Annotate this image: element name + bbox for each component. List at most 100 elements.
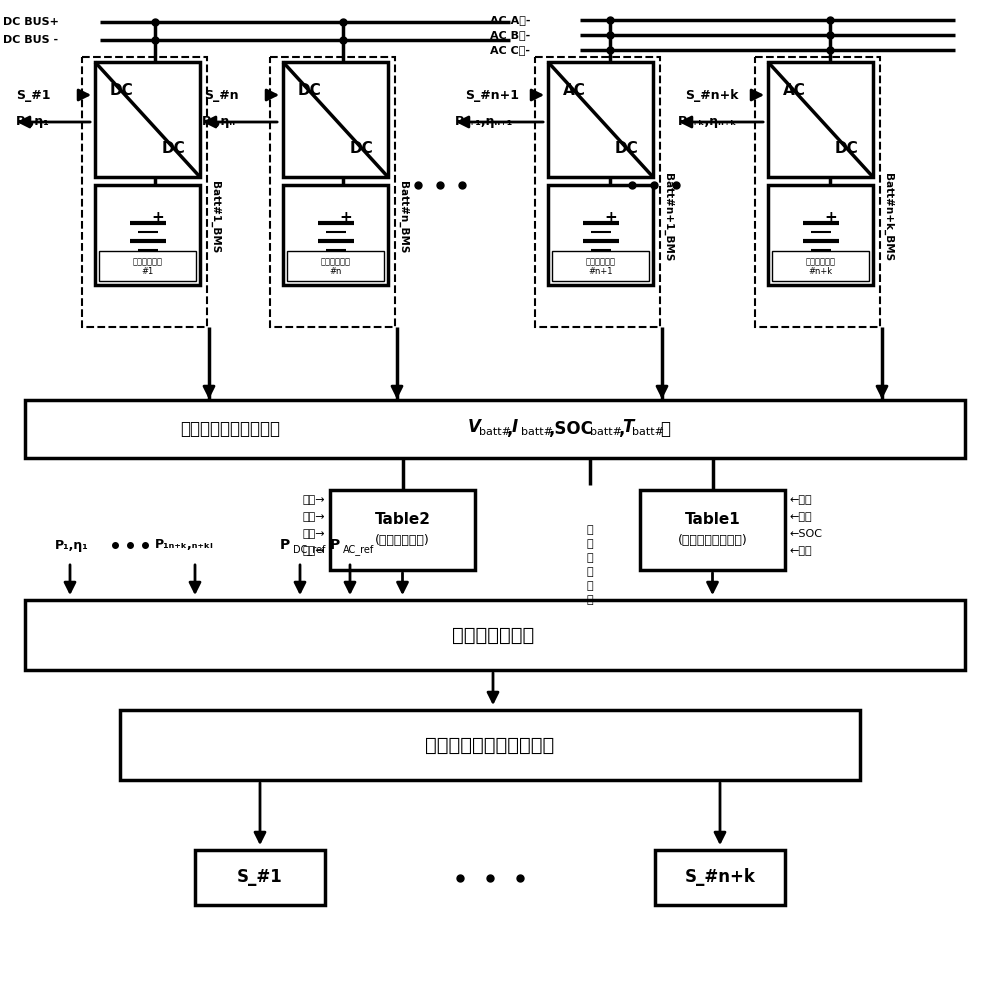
Bar (534, 57, 660, 327)
Bar (82, 57, 207, 327)
Text: #n: #n (329, 267, 341, 276)
Text: +: + (603, 210, 616, 225)
Text: +: + (823, 210, 836, 225)
Text: DC: DC (109, 83, 133, 98)
Text: S_#n+k: S_#n+k (684, 89, 738, 102)
Text: Table1: Table1 (684, 512, 740, 528)
Text: AC: AC (562, 83, 585, 98)
Bar (767, 185, 872, 285)
Bar (754, 57, 880, 327)
Text: 储能功率模块: 储能功率模块 (805, 257, 835, 266)
Text: 储能功率模块: 储能功率模块 (585, 257, 615, 266)
Text: P₁,η₁: P₁,η₁ (16, 115, 49, 128)
Text: 电流→: 电流→ (302, 512, 324, 522)
Text: Batt#n+k_BMS: Batt#n+k_BMS (881, 173, 892, 261)
Text: Pₙ₊ₖ,ηₙ₊ₖ: Pₙ₊ₖ,ηₙ₊ₖ (677, 115, 737, 128)
Text: 池: 池 (586, 539, 593, 549)
Bar (99, 251, 196, 281)
Text: DC BUS+: DC BUS+ (3, 17, 59, 27)
Text: AC_ref: AC_ref (343, 545, 374, 555)
Text: AC: AC (782, 83, 805, 98)
Text: Batt#n_BMS: Batt#n_BMS (397, 181, 408, 253)
Bar (771, 251, 868, 281)
Text: S_#1: S_#1 (237, 868, 283, 886)
Bar (655, 850, 784, 905)
Text: P₁,η₁: P₁,η₁ (55, 538, 89, 552)
Text: 功率→: 功率→ (302, 529, 324, 539)
Bar (547, 62, 653, 177)
Bar (195, 850, 324, 905)
Text: 实: 实 (586, 553, 593, 563)
Text: 相位→: 相位→ (302, 546, 324, 556)
Text: DC: DC (349, 141, 374, 156)
Bar (95, 185, 200, 285)
Text: DC BUS -: DC BUS - (3, 35, 58, 45)
Text: Batt#1_BMS: Batt#1_BMS (210, 181, 220, 253)
Text: Pₙ₊₁,ηₙ₊₁: Pₙ₊₁,ηₙ₊₁ (455, 115, 513, 128)
Text: 电池组单元状态评估（: 电池组单元状态评估（ (179, 420, 280, 438)
Text: ,: , (617, 420, 624, 438)
Text: P₁ₙ₊ₖ,ₙ₊ₖₗ: P₁ₙ₊ₖ,ₙ₊ₖₗ (155, 538, 214, 552)
Bar (287, 251, 384, 281)
Text: DC_ref: DC_ref (293, 545, 325, 555)
Text: AC A相-: AC A相- (489, 15, 529, 25)
Text: DC: DC (162, 141, 185, 156)
Text: DC: DC (614, 141, 638, 156)
Text: 电压→: 电压→ (302, 495, 324, 505)
Text: 变流器开关器件状态控制: 变流器开关器件状态控制 (425, 736, 554, 754)
Text: S_#1: S_#1 (16, 89, 50, 102)
Text: #n+k: #n+k (808, 267, 832, 276)
Bar (95, 62, 200, 177)
Bar (270, 57, 394, 327)
Text: ←电流: ←电流 (789, 512, 811, 522)
Bar (283, 185, 387, 285)
Text: 时: 时 (586, 567, 593, 577)
Text: batt#: batt# (590, 427, 621, 437)
Text: S_#n: S_#n (204, 89, 239, 102)
Text: Pₙ,ηₙ: Pₙ,ηₙ (202, 115, 236, 128)
Text: P: P (329, 538, 340, 552)
Bar (25, 600, 964, 670)
Text: (变流器给定值): (变流器给定值) (375, 534, 430, 546)
Text: Table2: Table2 (374, 512, 430, 528)
Text: Batt#n+1_BMS: Batt#n+1_BMS (663, 173, 672, 261)
Text: ,SOC: ,SOC (547, 420, 593, 438)
Text: DC: DC (834, 141, 858, 156)
Text: S_#n+1: S_#n+1 (464, 89, 519, 102)
Bar (767, 62, 872, 177)
Text: ←温度: ←温度 (789, 546, 811, 556)
Bar (547, 185, 653, 285)
Text: ←电压: ←电压 (789, 495, 811, 505)
Text: 状: 状 (586, 581, 593, 591)
Bar (551, 251, 649, 281)
Text: S_#n+k: S_#n+k (684, 868, 754, 886)
Text: I: I (512, 418, 518, 436)
Bar (25, 400, 964, 458)
Text: batt#: batt# (631, 427, 664, 437)
Text: batt#: batt# (521, 427, 552, 437)
Bar (283, 62, 387, 177)
Text: T: T (621, 418, 633, 436)
Text: +: + (151, 210, 164, 225)
Text: 双目标控制策略: 双目标控制策略 (452, 626, 533, 645)
Text: #n+1: #n+1 (588, 267, 612, 276)
Text: ）: ） (660, 420, 669, 438)
Text: 电: 电 (586, 525, 593, 535)
Text: DC: DC (297, 83, 320, 98)
Text: #1: #1 (141, 267, 154, 276)
Text: batt#: batt# (478, 427, 511, 437)
Bar (120, 710, 859, 780)
Text: (电池工作限制条件): (电池工作限制条件) (677, 534, 746, 546)
Text: 态: 态 (586, 595, 593, 605)
Text: P: P (280, 538, 290, 552)
Text: 储能功率模块: 储能功率模块 (132, 257, 163, 266)
Bar (329, 490, 474, 570)
Text: V: V (467, 418, 480, 436)
Text: AC B相-: AC B相- (489, 30, 529, 40)
Text: ,: , (506, 420, 512, 438)
Text: AC C相-: AC C相- (489, 45, 529, 55)
Text: +: + (339, 210, 352, 225)
Text: 储能功率模块: 储能功率模块 (320, 257, 350, 266)
Text: ←SOC: ←SOC (789, 529, 822, 539)
Bar (639, 490, 784, 570)
